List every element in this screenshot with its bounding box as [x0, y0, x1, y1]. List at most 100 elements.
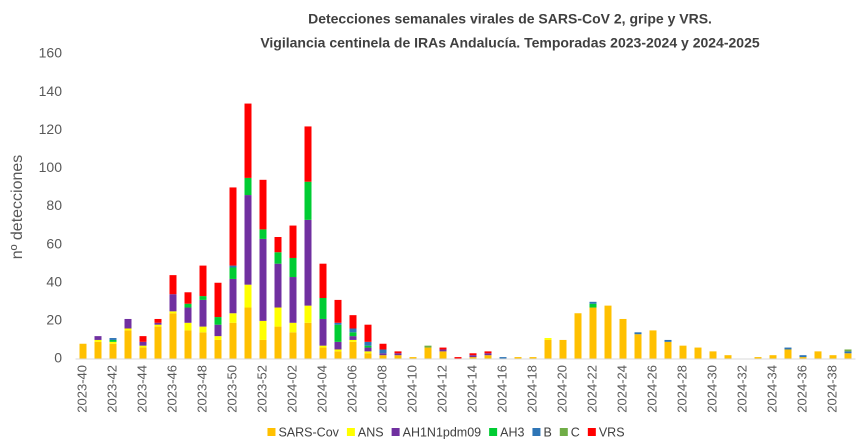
legend-label: B: [543, 425, 551, 439]
bar-segment: [184, 303, 192, 308]
bar-segment: [484, 355, 492, 359]
bar-segment: [154, 324, 162, 327]
bar-segment: [244, 195, 252, 285]
legend-swatch: [587, 428, 596, 436]
bar-segment: [589, 303, 597, 308]
bar-segment: [334, 299, 342, 323]
bar-segment: [154, 322, 162, 325]
x-tick-label: 2024-10: [404, 365, 419, 413]
bar-segment: [109, 339, 117, 342]
bar-segment: [229, 265, 237, 268]
bar-segment: [169, 311, 177, 314]
bar-segment: [259, 238, 267, 321]
bar-segment: [124, 330, 132, 359]
chart-subtitle: Vigilancia centinela de IRAs Andalucía. …: [260, 35, 760, 51]
bar-segment: [319, 298, 327, 319]
bar-segment: [244, 307, 252, 359]
legend-label: ANS: [358, 425, 384, 439]
x-tick-label: 2024-12: [434, 365, 449, 413]
bar-segment: [274, 252, 282, 264]
x-tick-label: 2024-38: [824, 365, 839, 413]
bar-segment: [229, 322, 237, 359]
bar-segment: [574, 313, 582, 359]
legend-label: AH3: [500, 425, 524, 439]
bar-segment: [589, 307, 597, 359]
legend-swatch: [559, 428, 568, 436]
bar-segment: [214, 336, 222, 340]
bar-segment: [334, 349, 342, 352]
y-tick-label: 140: [39, 83, 63, 99]
bar-segment: [334, 324, 342, 342]
bar-segment: [724, 355, 732, 359]
bar-segment: [319, 345, 327, 348]
bar-segment: [244, 284, 252, 308]
y-tick-label: 0: [54, 350, 62, 366]
x-tick-label: 2024-08: [374, 365, 389, 413]
bar-segment: [304, 126, 312, 182]
bar-segment: [394, 355, 402, 359]
bar-segment: [634, 332, 642, 335]
bar-segment: [364, 347, 372, 352]
bar-segment: [439, 351, 447, 359]
bar-segment: [109, 338, 117, 340]
bar-segment: [349, 341, 357, 359]
chart-title: Detecciones semanales virales de SARS-Co…: [308, 11, 712, 27]
bar-segment: [229, 267, 237, 279]
bar-segment: [319, 347, 327, 359]
bar-segment: [664, 339, 672, 342]
bar-segment: [199, 326, 207, 333]
x-tick-label: 2024-34: [764, 365, 779, 413]
x-tick-label: 2024-26: [644, 365, 659, 413]
bar-segment: [214, 339, 222, 359]
bar-segment: [544, 339, 552, 359]
bar-segment: [694, 347, 702, 359]
bar-segment: [349, 315, 357, 329]
bar-segment: [229, 187, 237, 266]
bar-segment: [199, 332, 207, 359]
bar-segment: [409, 357, 417, 359]
bar-segment: [154, 318, 162, 323]
bar-segment: [259, 179, 267, 230]
bar-segment: [469, 353, 477, 356]
y-tick-label: 100: [39, 159, 63, 175]
bar-segment: [649, 330, 657, 359]
bar-segment: [754, 357, 762, 359]
bar-segment: [124, 318, 132, 329]
legend-label: AH1N1pdm09: [403, 425, 482, 439]
x-tick-label: 2023-42: [104, 365, 119, 413]
bar-segment: [289, 225, 297, 258]
bar-segment: [124, 328, 132, 331]
legend-swatch: [267, 428, 276, 436]
bar-segment: [544, 338, 552, 340]
y-tick-label: 80: [46, 197, 62, 213]
x-tick-label: 2024-30: [704, 365, 719, 413]
bar-segment: [304, 322, 312, 359]
bar-segment: [214, 324, 222, 337]
bar-segment: [334, 351, 342, 359]
x-tick-label: 2024-20: [554, 365, 569, 413]
bar-segment: [559, 339, 567, 359]
legend-label: VRS: [599, 425, 625, 439]
bar-segment: [139, 347, 147, 359]
bar-segment: [619, 318, 627, 359]
bar-segment: [394, 351, 402, 354]
bar-segment: [244, 103, 252, 178]
bar-segment: [769, 355, 777, 359]
x-tick-label: 2024-36: [794, 365, 809, 413]
x-tick-label: 2024-02: [284, 365, 299, 413]
y-axis-title: nº detecciones: [9, 155, 26, 260]
bar-segment: [259, 229, 267, 239]
bar-segment: [679, 345, 687, 359]
bar-segment: [379, 353, 387, 356]
bar-segment: [424, 345, 432, 348]
bar-segment: [289, 277, 297, 323]
bar-segment: [229, 278, 237, 314]
bar-segment: [799, 357, 807, 359]
bar-segment: [379, 349, 387, 354]
bar-segment: [259, 339, 267, 359]
bar-segment: [589, 301, 597, 304]
bar-segment: [469, 357, 477, 359]
bar-segment: [304, 305, 312, 323]
y-tick-label: 20: [46, 312, 62, 328]
